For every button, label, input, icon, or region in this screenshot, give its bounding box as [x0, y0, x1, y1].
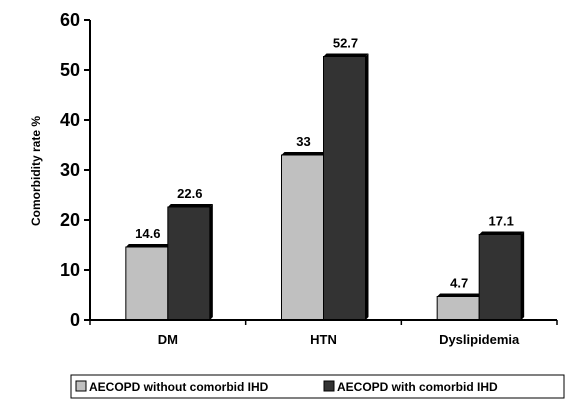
bar-side-shade [365, 53, 369, 320]
bar-top-shade [323, 53, 369, 57]
data-label: 14.6 [135, 226, 160, 241]
axes-layer [84, 19, 558, 325]
y-tick-label: 0 [70, 310, 80, 330]
bar-top-shade [281, 152, 327, 155]
bar-top-shade [125, 244, 171, 247]
bar-top-shade [479, 231, 525, 235]
bar-top-shade [437, 293, 483, 297]
y-tick-label: 20 [60, 210, 80, 230]
bar [281, 154, 324, 321]
bar [478, 234, 522, 321]
legend-label: AECOPD with comorbid IHD [337, 380, 498, 394]
data-label: 17.1 [489, 214, 514, 229]
y-tick-label: 60 [60, 10, 80, 30]
data-label: 52.7 [333, 36, 358, 51]
bar-side-shade [209, 204, 213, 320]
data-label: 33 [296, 134, 310, 149]
y-tick-label: 30 [60, 160, 80, 180]
legend-swatch [323, 380, 335, 392]
data-label: 4.7 [450, 276, 468, 291]
data-label: 22.6 [177, 186, 202, 201]
labels-layer: 14.6 22.6 DM 33 52.7 HTN 4.7 17.1 Dyslipidemia 0 1… [60, 10, 520, 347]
bar [125, 246, 169, 321]
bar-side-shade [521, 231, 525, 320]
legend-label: AECOPD without comorbid IHD [89, 380, 269, 394]
y-axis-title: Comorbidity rate % [29, 116, 43, 226]
bar [167, 206, 211, 321]
legend-swatch [75, 380, 87, 392]
x-tick-label: DM [158, 332, 178, 347]
bar-top-shade [167, 204, 213, 207]
y-tick-label: 10 [60, 260, 80, 280]
legend: AECOPD without comorbid IHD AECOPD with c… [70, 374, 565, 399]
x-tick-label: HTN [310, 332, 337, 347]
bar [323, 56, 366, 321]
x-tick-label: Dyslipidemia [439, 332, 520, 347]
legend-box [70, 374, 565, 399]
legend-items: AECOPD without comorbid IHD AECOPD with c… [75, 380, 498, 394]
bar [436, 296, 480, 321]
y-tick-label: 50 [60, 60, 80, 80]
y-tick-label: 40 [60, 110, 80, 130]
